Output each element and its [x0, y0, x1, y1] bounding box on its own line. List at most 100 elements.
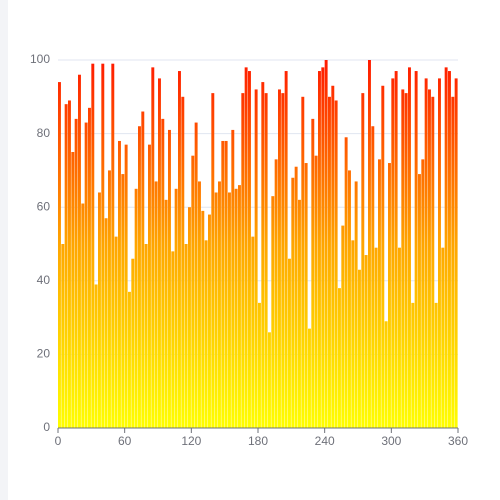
bar [438, 78, 441, 429]
bar [298, 199, 301, 428]
x-tick-label: 120 [181, 434, 201, 448]
y-tick-label: 40 [37, 273, 51, 287]
bar [281, 93, 285, 429]
bar [451, 96, 455, 429]
bar [268, 332, 271, 428]
bar [291, 177, 295, 428]
bar [304, 163, 308, 429]
bar [311, 118, 315, 428]
bar [414, 71, 418, 428]
bar [178, 71, 181, 428]
bar [408, 67, 411, 429]
bar [341, 225, 345, 428]
bar [301, 96, 305, 429]
bar [148, 144, 151, 428]
bar [124, 144, 128, 428]
bar [421, 159, 425, 429]
bar [171, 251, 175, 428]
bar [284, 71, 288, 428]
bar [58, 82, 61, 428]
bar [254, 89, 258, 428]
bar [364, 255, 368, 428]
bar [294, 166, 298, 428]
bar [321, 67, 325, 429]
bar [194, 122, 198, 428]
bar [251, 236, 255, 428]
bar [391, 78, 395, 429]
bar [381, 85, 385, 428]
y-tick-label: 80 [37, 126, 51, 140]
bar [434, 302, 438, 428]
bar [264, 93, 268, 429]
bar [351, 240, 355, 428]
bar [88, 107, 91, 428]
bar [358, 269, 361, 428]
bar [394, 71, 398, 428]
bar [78, 74, 81, 428]
bar [161, 118, 165, 428]
chart: 0 20 40 60 80 100 0 60 120 180 240 300 360 [30, 52, 468, 448]
bar [184, 244, 188, 428]
x-tick-label: 360 [448, 434, 468, 448]
bar [191, 155, 195, 428]
bar [424, 78, 428, 429]
bar [101, 63, 105, 429]
bar [81, 203, 85, 428]
bar [158, 78, 161, 429]
bar [238, 185, 241, 428]
bar [348, 170, 351, 428]
bar [258, 302, 261, 428]
bar [368, 60, 371, 428]
bar [418, 174, 421, 428]
bar [138, 126, 141, 429]
bar [411, 302, 415, 428]
bar [94, 284, 98, 428]
bar [334, 100, 338, 428]
bar [371, 126, 375, 429]
bar [208, 214, 211, 428]
bar [331, 85, 335, 428]
bar [441, 247, 445, 428]
bar [91, 63, 95, 429]
bar [224, 140, 228, 428]
bar [108, 170, 111, 428]
bar [404, 93, 408, 429]
x-tick-label: 300 [381, 434, 401, 448]
bar [228, 192, 231, 428]
bar [134, 188, 138, 428]
bar [231, 129, 235, 429]
bar [168, 129, 171, 429]
bar [121, 174, 125, 428]
bar [344, 137, 348, 428]
bar [288, 258, 291, 428]
bar [181, 96, 185, 429]
bar [218, 181, 221, 428]
bar [84, 122, 88, 428]
y-tick-label: 20 [37, 347, 51, 361]
bar [384, 321, 388, 428]
bar [314, 155, 318, 428]
bar [118, 140, 121, 428]
bar [151, 67, 155, 429]
bar [221, 140, 225, 428]
bar [244, 67, 248, 429]
bar [144, 244, 148, 428]
bar [234, 188, 238, 428]
bar [214, 192, 218, 428]
bar [454, 78, 458, 429]
bar [154, 181, 158, 428]
bar [428, 89, 431, 428]
bar [104, 218, 108, 428]
bar [324, 60, 328, 428]
bar [131, 258, 135, 428]
bar [98, 192, 101, 428]
bar [198, 181, 201, 428]
bar [274, 159, 278, 429]
bar [201, 210, 205, 428]
bar [328, 96, 331, 429]
x-tick-label: 60 [118, 434, 132, 448]
bar [68, 100, 71, 428]
bar [248, 71, 251, 428]
bar [361, 93, 365, 429]
